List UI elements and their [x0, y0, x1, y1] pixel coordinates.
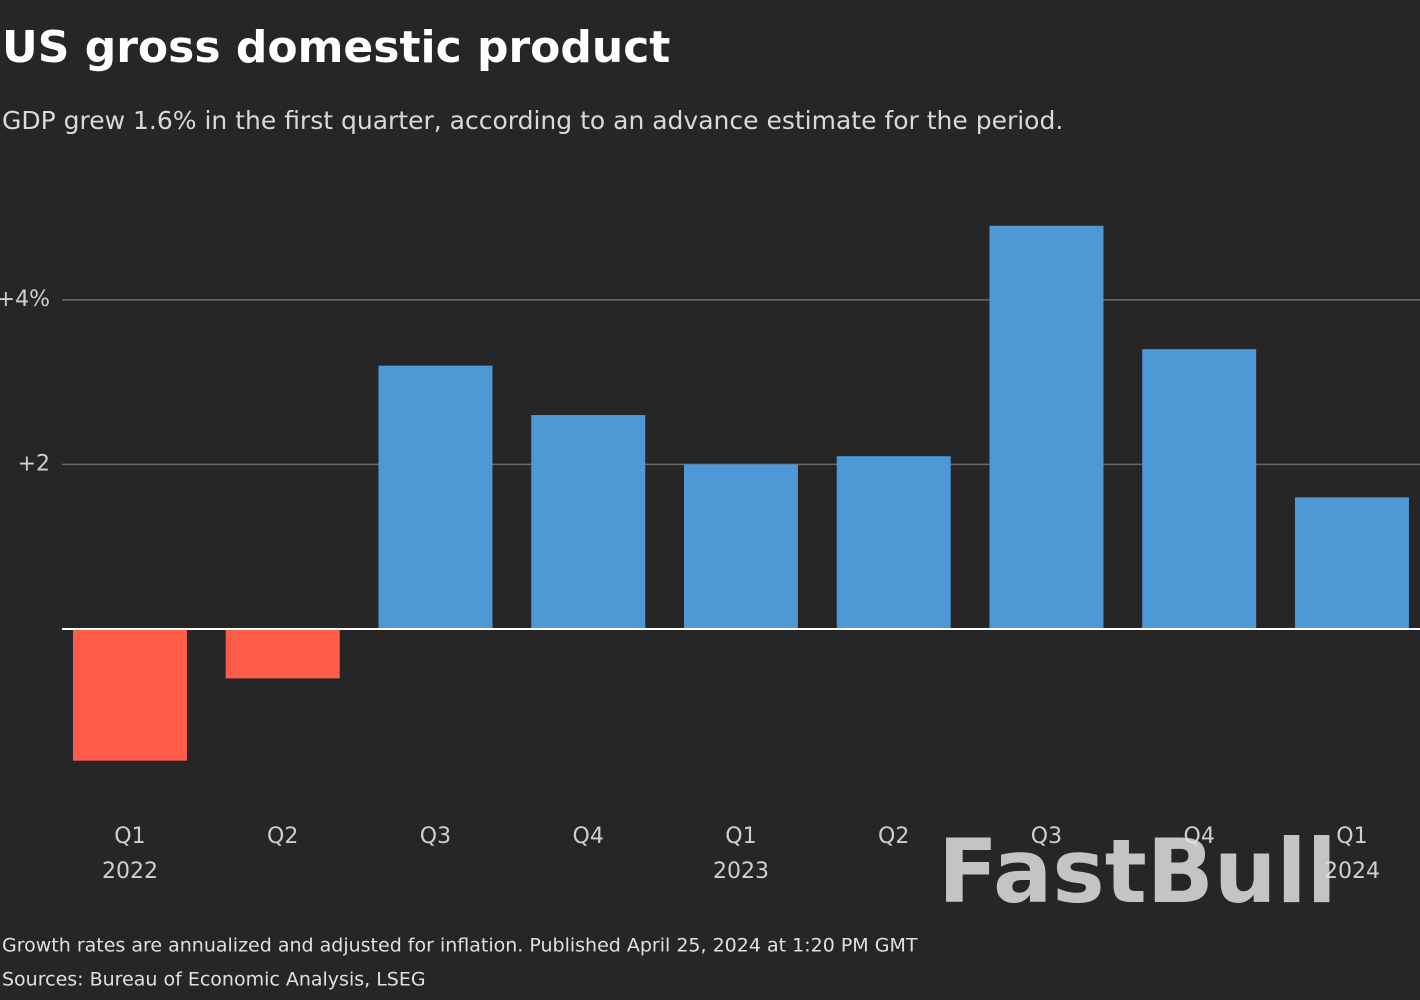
bar — [225, 629, 340, 679]
x-tick-label: Q2 — [267, 824, 298, 849]
x-tick-year: 2024 — [1324, 859, 1380, 884]
source: Sources: Bureau of Economic Analysis, LS… — [2, 969, 426, 991]
bar — [531, 415, 646, 630]
x-tick-label: Q4 — [1184, 824, 1215, 849]
x-tick-label: Q1 — [114, 824, 145, 849]
bar — [683, 464, 798, 630]
bar — [989, 225, 1104, 630]
bar — [72, 629, 187, 761]
watermark: FastBull — [938, 820, 1337, 923]
y-tick-label: +4% — [0, 287, 50, 312]
chart-title: US gross domestic product — [2, 22, 670, 73]
bar — [836, 456, 951, 630]
y-tick-label: +2 — [18, 451, 50, 476]
x-tick-year: 2023 — [713, 859, 769, 884]
note: Growth rates are annualized and adjusted… — [2, 935, 918, 957]
x-tick-label: Q1 — [1336, 824, 1367, 849]
bar — [1142, 349, 1257, 630]
bar — [1294, 497, 1409, 630]
x-tick-year: 2022 — [102, 859, 158, 884]
chart-subtitle: GDP grew 1.6% in the first quarter, acco… — [2, 106, 1063, 135]
x-tick-label: Q4 — [573, 824, 604, 849]
x-tick-label: Q3 — [420, 824, 451, 849]
bar — [378, 365, 493, 630]
x-tick-label: Q2 — [878, 824, 909, 849]
x-tick-label: Q3 — [1031, 824, 1062, 849]
x-tick-label: Q1 — [725, 824, 756, 849]
